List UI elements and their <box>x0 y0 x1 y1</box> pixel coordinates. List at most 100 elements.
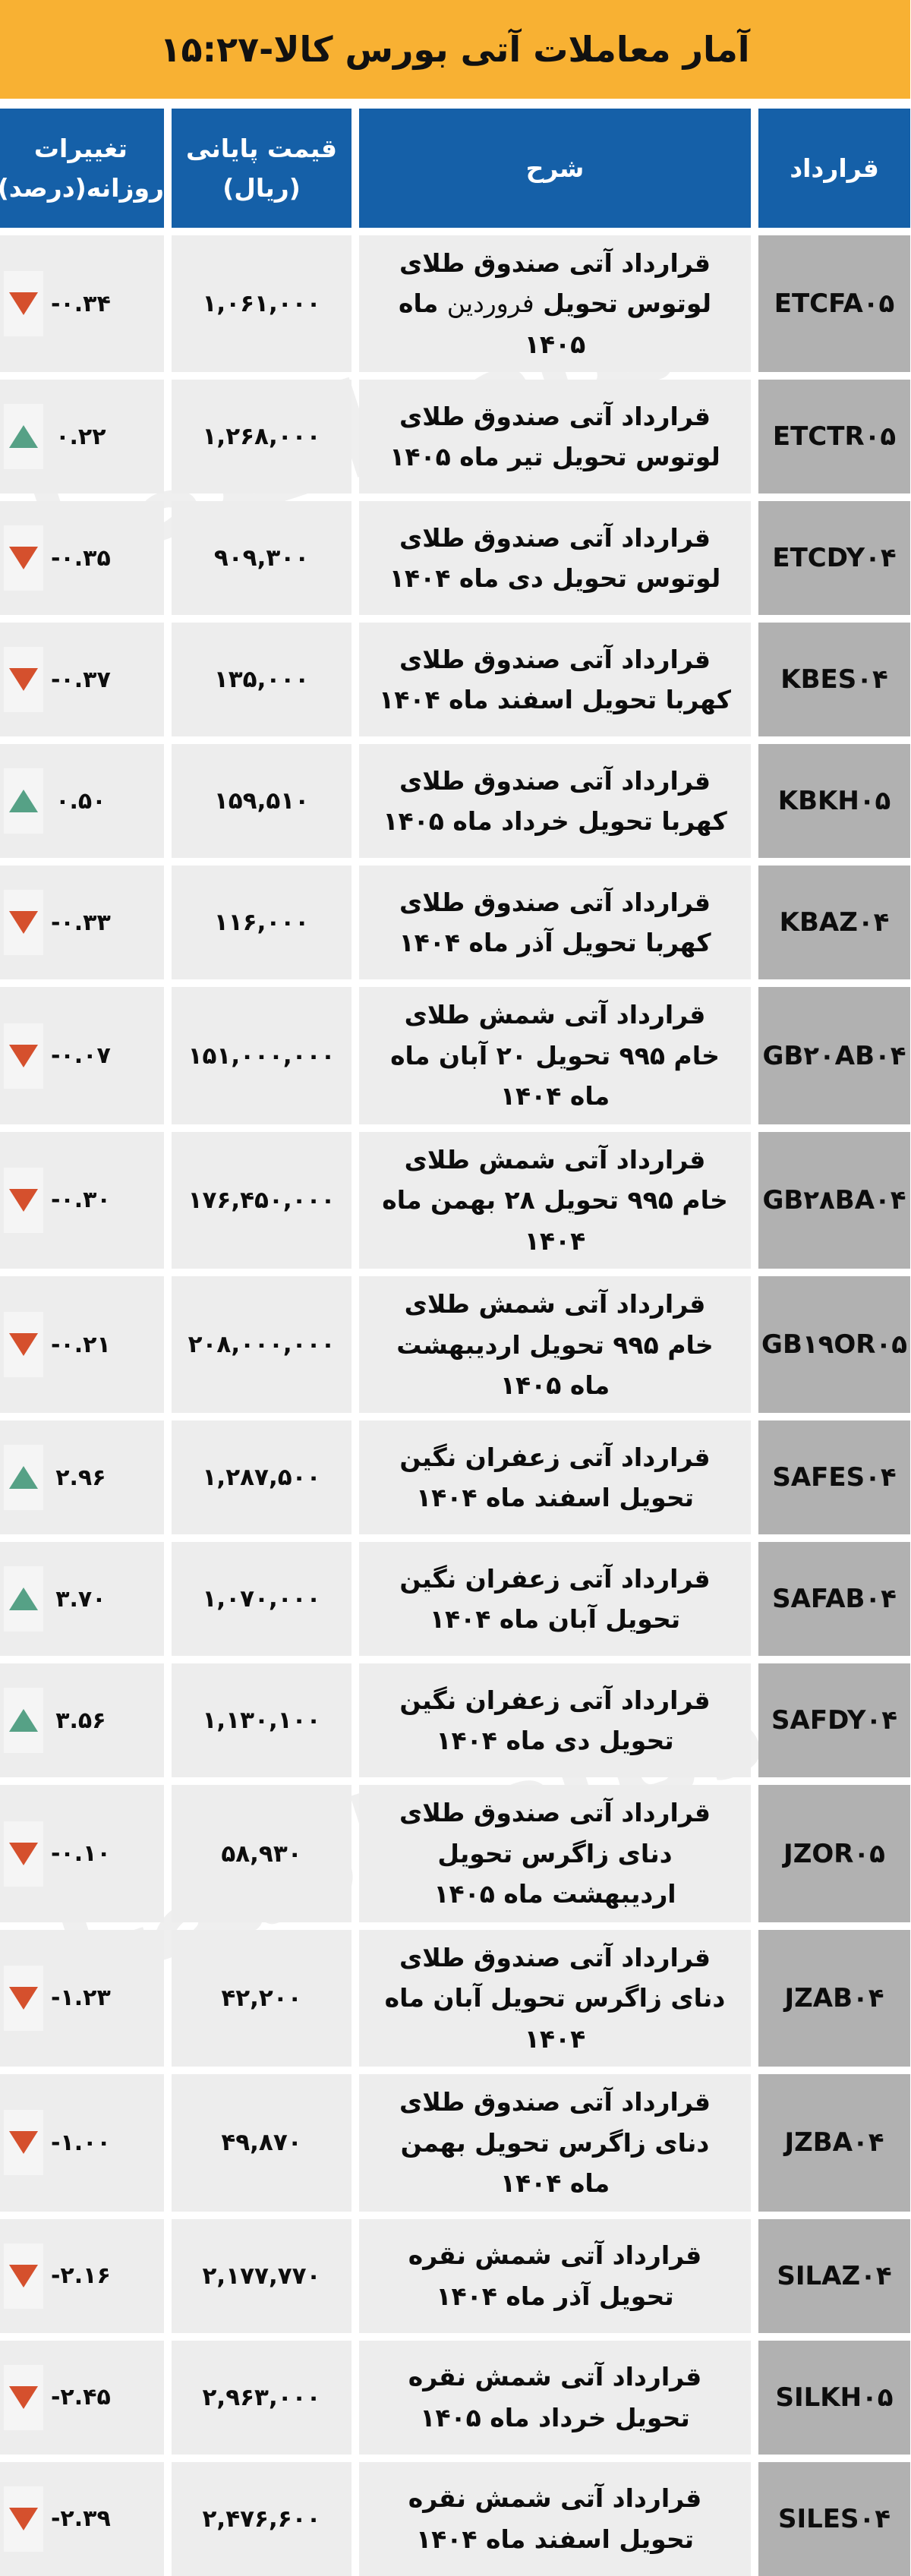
closing-price-cell: ۱۵۱,۰۰۰,۰۰۰ <box>172 987 352 1124</box>
daily-change-value: -۰.۳۰ <box>51 1187 112 1214</box>
contract-code-cell: SILES۰۴ <box>759 2461 911 2576</box>
page-title: آمار معاملات آتی بورس کالا-۱۵:۲۷ <box>160 29 751 70</box>
closing-price-cell: ۹۰۹,۳۰۰ <box>172 501 352 616</box>
change-direction-box <box>4 1445 44 1511</box>
contract-description: قرارداد آتی شمش نقره تحویل آذر ماه ۱۴۰۴ <box>408 2240 703 2311</box>
closing-price-value: ۱,۱۳۰,۱۰۰ <box>203 1707 322 1735</box>
closing-price-value: ۹۰۹,۳۰۰ <box>214 544 310 572</box>
closing-price-cell: ۴۲,۲۰۰ <box>172 1929 352 2067</box>
daily-change-cell: -۱.۰۰ <box>0 2074 165 2212</box>
up-triangle-icon <box>9 1588 39 1611</box>
closing-price-cell: ۱۳۵,۰۰۰ <box>172 623 352 737</box>
down-triangle-icon <box>9 1333 39 1357</box>
contract-code: GB۲۰AB۰۴ <box>763 1040 907 1071</box>
description-cell: قرارداد آتی شمش طلای خام ۹۹۵ تحویل اردیب… <box>360 1276 752 1414</box>
closing-price-cell: ۲,۴۷۶,۶۰۰ <box>172 2461 352 2576</box>
description-cell: قرارداد آتی صندوق طلای کهربا تحویل اسفند… <box>360 623 752 737</box>
contract-code-cell: SILKH۰۵ <box>759 2340 911 2455</box>
change-direction-box <box>4 890 44 956</box>
closing-price-value: ۱,۰۶۱,۰۰۰ <box>203 290 322 318</box>
down-triangle-icon <box>9 1986 39 2010</box>
description-cell: قرارداد آتی صندوق طلای کهربا تحویل آذر م… <box>360 865 752 980</box>
contract-code: KBKH۰۵ <box>778 786 892 817</box>
daily-change-value: ۳.۷۰ <box>56 1585 107 1613</box>
description-cell: قرارداد آتی صندوق طلای دنای زاگرس تحویل … <box>360 1785 752 1922</box>
contract-code-cell: KBKH۰۵ <box>759 744 911 859</box>
closing-price-value: ۱,۰۷۰,۰۰۰ <box>203 1585 322 1613</box>
description-cell: قرارداد آتی شمش طلای خام ۹۹۵ تحویل ۲۰ آب… <box>360 987 752 1124</box>
daily-change-cell: ۲.۹۶ <box>0 1420 165 1535</box>
closing-price-cell: ۱,۰۶۱,۰۰۰ <box>172 235 352 373</box>
description-cell: قرارداد آتی شمش نقره تحویل اسفند ماه ۱۴۰… <box>360 2461 752 2576</box>
contract-description: قرارداد آتی صندوق طلای کهربا تحویل اسفند… <box>380 644 732 715</box>
contract-code-cell: SAFES۰۴ <box>759 1420 911 1535</box>
closing-price-value: ۱,۲۶۸,۰۰۰ <box>203 423 322 451</box>
daily-change-cell: -۰.۳۰ <box>0 1131 165 1269</box>
change-direction-box <box>4 1965 44 2031</box>
daily-change-cell: -۱.۲۳ <box>0 1929 165 2067</box>
contract-description: قرارداد آتی صندوق طلای لوتوس تحویل دی ما… <box>389 522 722 594</box>
contract-code-cell: ETCDY۰۴ <box>759 501 911 616</box>
contract-code: SILAZ۰۴ <box>777 2260 893 2291</box>
daily-change-value: -۰.۰۷ <box>51 1042 112 1070</box>
description-cell: قرارداد آتی صندوق طلای لوتوس تحویل تیر م… <box>360 380 752 494</box>
closing-price-value: ۲۰۸,۰۰۰,۰۰۰ <box>188 1331 336 1359</box>
description-cell: قرارداد آتی صندوق طلای دنای زاگرس تحویل … <box>360 2074 752 2212</box>
contract-code: SAFDY۰۴ <box>772 1705 898 1736</box>
daily-change-cell: -۰.۱۰ <box>0 1785 165 1922</box>
daily-change-cell: -۰.۳۵ <box>0 501 165 616</box>
column-header-price-line2: (ریال) <box>223 172 301 203</box>
contract-description: قرارداد آتی صندوق طلای دنای زاگرس تحویل … <box>385 1942 727 2054</box>
contract-code-cell: JZAB۰۴ <box>759 1929 911 2067</box>
change-direction-box <box>4 525 44 591</box>
description-cell: قرارداد آتی صندوق طلای لوتوس تحویل دی ما… <box>360 501 752 616</box>
change-direction-box <box>4 1688 44 1754</box>
contract-code-cell: ETCFA۰۵ <box>759 235 911 373</box>
description-cell: قرارداد آتی صندوق طلای لوتوس تحویل فرورد… <box>360 235 752 373</box>
contract-description: قرارداد آتی شمش طلای خام ۹۹۵ تحویل اردیب… <box>397 1289 714 1400</box>
contract-code: KBAZ۰۴ <box>780 907 891 938</box>
change-direction-box <box>4 1023 44 1089</box>
daily-change-cell: ۰.۲۲ <box>0 380 165 494</box>
contract-code: SILES۰۴ <box>778 2503 892 2534</box>
contract-code: JZBA۰۴ <box>785 2127 885 2158</box>
change-direction-box <box>4 271 44 337</box>
contract-description: قرارداد آتی صندوق طلای کهربا تحویل خرداد… <box>383 765 728 837</box>
contract-code: ETCFA۰۵ <box>774 288 896 320</box>
column-header-description-label: شرح <box>526 153 585 183</box>
closing-price-value: ۱۷۶,۴۵۰,۰۰۰ <box>188 1186 336 1214</box>
daily-change-cell: ۰.۵۰ <box>0 744 165 859</box>
change-direction-box <box>4 1821 44 1887</box>
closing-price-value: ۱۱۶,۰۰۰ <box>214 909 310 937</box>
contract-code: JZAB۰۴ <box>785 1982 885 2013</box>
daily-change-value: -۲.۳۹ <box>51 2505 112 2533</box>
closing-price-value: ۲,۹۶۳,۰۰۰ <box>203 2383 322 2411</box>
contract-code: ETCDY۰۴ <box>773 543 897 574</box>
description-cell: قرارداد آتی زعفران نگین تحویل آبان ماه ۱… <box>360 1542 752 1657</box>
change-direction-box <box>4 2364 44 2430</box>
daily-change-cell: -۲.۱۶ <box>0 2218 165 2333</box>
contract-description: قرارداد آتی شمش طلای خام ۹۹۵ تحویل ۲۸ به… <box>383 1144 729 1256</box>
closing-price-value: ۲,۴۷۶,۶۰۰ <box>203 2505 322 2533</box>
change-direction-box <box>4 404 44 470</box>
daily-change-value: -۲.۴۵ <box>51 2384 112 2411</box>
closing-price-value: ۲,۱۷۷,۷۷۰ <box>203 2262 322 2290</box>
down-triangle-icon <box>9 1188 39 1212</box>
daily-change-cell: ۳.۷۰ <box>0 1542 165 1657</box>
daily-change-cell: -۰.۳۷ <box>0 623 165 737</box>
daily-change-value: -۰.۳۴ <box>51 290 112 317</box>
contract-code-cell: KBAZ۰۴ <box>759 865 911 980</box>
contract-description: قرارداد آتی زعفران نگین تحویل آبان ماه ۱… <box>400 1563 711 1635</box>
daily-change-value: -۰.۳۵ <box>51 544 112 572</box>
description-cell: قرارداد آتی صندوق طلای کهربا تحویل خرداد… <box>360 744 752 859</box>
change-direction-box <box>4 2243 44 2309</box>
contract-code: ETCTR۰۵ <box>773 421 897 452</box>
description-cell: قرارداد آتی شمش طلای خام ۹۹۵ تحویل ۲۸ به… <box>360 1131 752 1269</box>
daily-change-cell: -۰.۰۷ <box>0 987 165 1124</box>
change-direction-box <box>4 1566 44 1632</box>
futures-table: قرارداد شرح قیمت پایانی (ریال) تغییرات ر… <box>0 109 911 2576</box>
down-triangle-icon <box>9 2131 39 2155</box>
column-header-change-line2: روزانه(درصد) <box>0 172 165 203</box>
change-direction-box <box>4 1312 44 1378</box>
contract-description: قرارداد آتی شمش طلای خام ۹۹۵ تحویل ۲۰ آب… <box>391 1000 720 1111</box>
